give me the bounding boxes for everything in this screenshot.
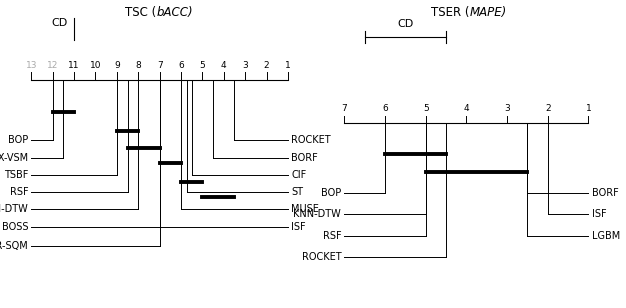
Text: RSF: RSF xyxy=(9,187,28,197)
Text: 11: 11 xyxy=(68,61,80,70)
Text: 4: 4 xyxy=(221,61,227,70)
Text: CD: CD xyxy=(51,18,68,28)
Text: BORF: BORF xyxy=(592,188,618,197)
Text: 1: 1 xyxy=(285,61,291,70)
Text: CD: CD xyxy=(398,19,413,29)
Text: ROCKET: ROCKET xyxy=(302,252,341,262)
Text: ST: ST xyxy=(291,187,303,197)
Text: ISF: ISF xyxy=(592,209,606,219)
Text: ROCKET: ROCKET xyxy=(291,135,331,145)
Text: CIF: CIF xyxy=(291,170,306,180)
Text: 1: 1 xyxy=(585,104,592,113)
Text: 10: 10 xyxy=(90,61,101,70)
Text: 8: 8 xyxy=(135,61,141,70)
Text: MR-SQM: MR-SQM xyxy=(0,241,28,251)
Text: 2: 2 xyxy=(264,61,269,70)
Text: 5: 5 xyxy=(423,104,429,113)
Text: MUSE: MUSE xyxy=(291,205,319,214)
Text: 4: 4 xyxy=(464,104,469,113)
Text: 3: 3 xyxy=(242,61,248,70)
Text: LGBM: LGBM xyxy=(592,231,620,241)
Text: 13: 13 xyxy=(26,61,37,70)
Text: 6: 6 xyxy=(178,61,184,70)
Text: MAPE): MAPE) xyxy=(470,6,507,19)
Text: KNN-DTW: KNN-DTW xyxy=(294,209,341,219)
Text: BOSS: BOSS xyxy=(2,222,28,232)
Text: 7: 7 xyxy=(341,104,347,113)
Text: 5: 5 xyxy=(200,61,205,70)
Text: 7: 7 xyxy=(156,61,163,70)
Text: ISF: ISF xyxy=(291,222,305,232)
Text: bACC): bACC) xyxy=(156,6,193,19)
Text: KNN-DTW: KNN-DTW xyxy=(0,205,28,214)
Text: 2: 2 xyxy=(545,104,550,113)
Text: 9: 9 xyxy=(114,61,120,70)
Text: BOP: BOP xyxy=(321,188,341,197)
Text: 3: 3 xyxy=(504,104,510,113)
Text: BORF: BORF xyxy=(291,153,318,163)
Text: TSER (: TSER ( xyxy=(431,6,470,19)
Text: TSBF: TSBF xyxy=(4,170,28,180)
Text: 12: 12 xyxy=(47,61,58,70)
Text: RSF: RSF xyxy=(322,231,341,241)
Text: TSC (: TSC ( xyxy=(125,6,156,19)
Text: BOP: BOP xyxy=(8,135,28,145)
Text: SAX-VSM: SAX-VSM xyxy=(0,153,28,163)
Text: 6: 6 xyxy=(382,104,388,113)
